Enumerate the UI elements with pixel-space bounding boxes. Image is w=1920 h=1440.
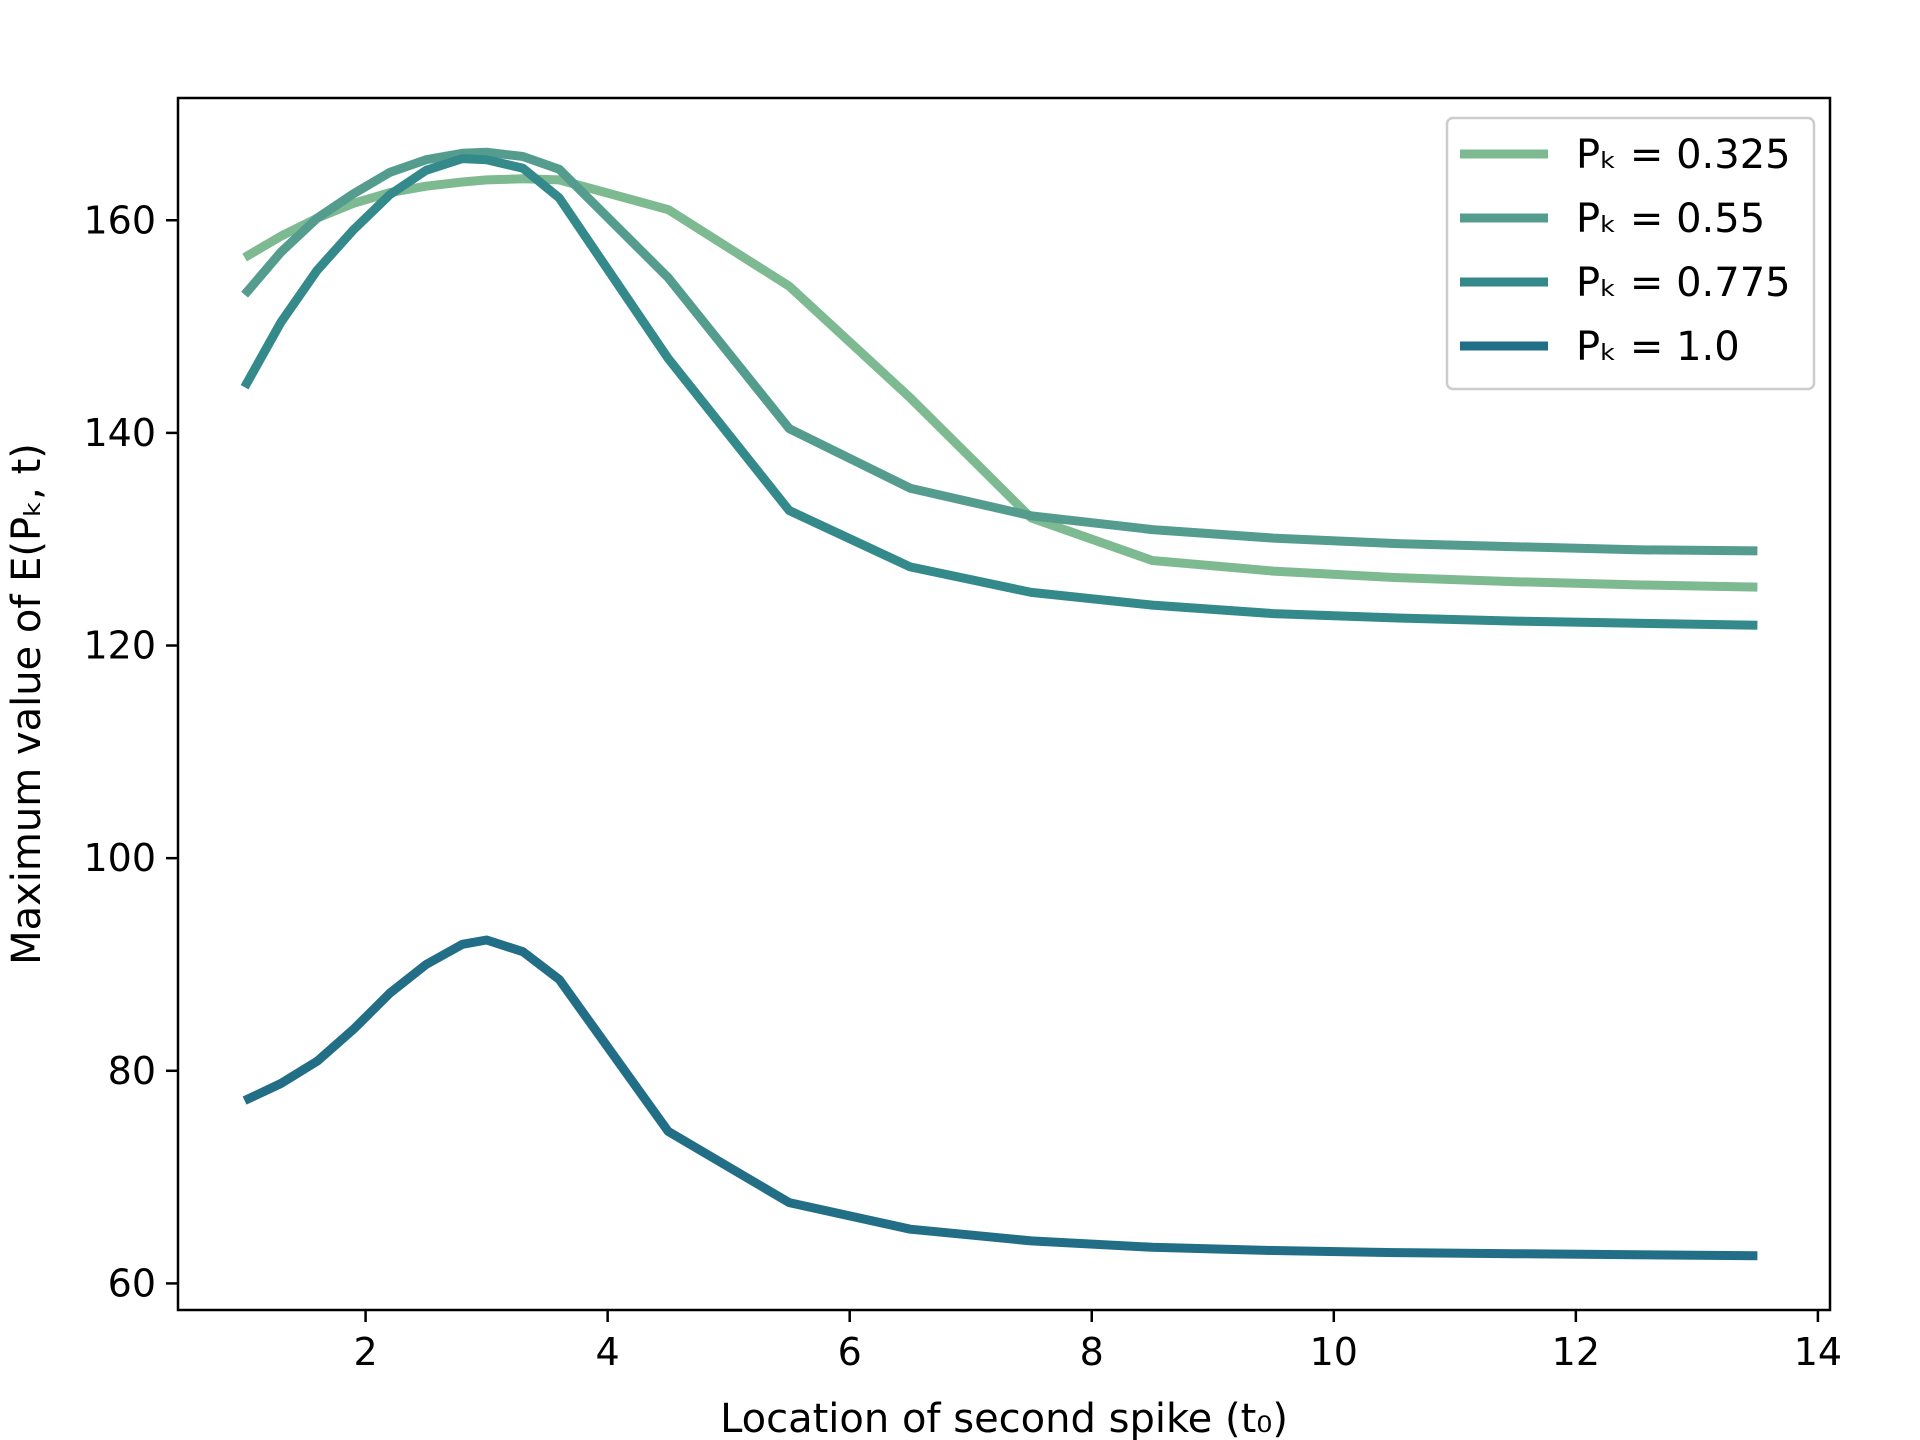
series-line-4 (242, 935, 1758, 1261)
series-line-2 (241, 147, 1758, 556)
y-tick-label: 120 (83, 624, 156, 668)
y-axis-ticks: 60 80 100 120 140 160 (83, 198, 178, 1305)
y-tick-label: 140 (83, 411, 156, 455)
plot-area-frame (176, 96, 1832, 1312)
x-tick-label: 10 (1310, 1330, 1358, 1374)
legend-box (1445, 116, 1816, 391)
x-axis-ticks: 2 4 6 8 10 12 14 (353, 1310, 1842, 1374)
x-axis-label: Location of second spike (t₀) (720, 1396, 1288, 1440)
legend-label: Pₖ = 0.325 (1576, 132, 1791, 178)
y-axis-label: Maximum value of E(Pₖ, t) (4, 443, 50, 965)
series-line-1 (242, 174, 1758, 592)
x-tick-label: 4 (596, 1330, 620, 1374)
x-tick-label: 6 (838, 1330, 862, 1374)
y-tick-label: 80 (108, 1049, 156, 1093)
x-tick-label: 2 (353, 1330, 377, 1374)
series-lines (240, 147, 1758, 1261)
legend-label: Pₖ = 0.775 (1576, 260, 1791, 306)
legend-label: Pₖ = 1.0 (1576, 324, 1740, 370)
x-tick-label: 14 (1794, 1330, 1842, 1374)
y-tick-label: 100 (83, 836, 156, 880)
legend-entries: Pₖ = 0.325 Pₖ = 0.55 Pₖ = 0.775 Pₖ = 1.0 (1460, 132, 1791, 370)
x-tick-label: 8 (1080, 1330, 1104, 1374)
y-tick-label: 160 (83, 198, 156, 242)
x-tick-label: 12 (1552, 1330, 1600, 1374)
y-tick-label: 60 (108, 1261, 156, 1305)
legend: Pₖ = 0.325 Pₖ = 0.55 Pₖ = 0.775 Pₖ = 1.0 (1445, 116, 1816, 391)
legend-label: Pₖ = 0.55 (1576, 196, 1765, 242)
series-line-3 (240, 154, 1758, 630)
